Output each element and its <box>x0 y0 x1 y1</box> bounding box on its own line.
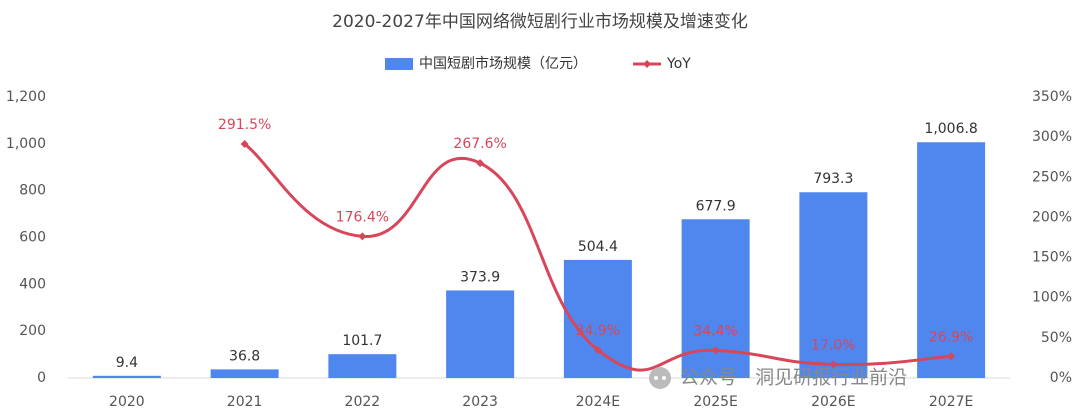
y2-tick-label: 350% <box>1032 89 1072 105</box>
line-value-label: 17.0% <box>811 337 855 353</box>
bar-value-label: 9.4 <box>116 355 138 371</box>
y2-tick-label: 200% <box>1032 209 1072 225</box>
x-tick-label: 2026E <box>811 394 855 410</box>
bar-value-label: 101.7 <box>342 333 382 349</box>
bar-value-label: 36.8 <box>229 348 260 364</box>
y2-tick-label: 150% <box>1032 250 1072 266</box>
y-tick-label: 400 <box>19 276 46 292</box>
line-marker <box>829 360 838 369</box>
x-tick-label: 2027E <box>929 394 973 410</box>
bar <box>210 369 279 378</box>
line-marker <box>476 159 485 168</box>
line-value-label: 267.6% <box>453 136 506 152</box>
x-tick-label: 2022 <box>345 394 381 410</box>
bar <box>92 375 161 378</box>
watermark-icon <box>649 367 671 389</box>
x-tick-label: 2023 <box>462 394 498 410</box>
bar <box>328 354 397 378</box>
y2-tick-label: 250% <box>1032 169 1072 185</box>
y-tick-label: 600 <box>19 230 46 246</box>
y-tick-label: 1,000 <box>6 136 46 152</box>
line-marker <box>947 352 956 361</box>
x-tick-label: 2021 <box>227 394 263 410</box>
line-value-label: 26.9% <box>929 329 973 345</box>
line-value-label: 176.4% <box>336 209 389 225</box>
y-tick-label: 800 <box>19 183 46 199</box>
line-marker <box>593 345 602 354</box>
y2-tick-label: 100% <box>1032 290 1072 306</box>
bar <box>799 192 868 378</box>
bar <box>563 259 632 378</box>
bar-value-label: 1,006.8 <box>924 121 977 137</box>
bar-value-label: 793.3 <box>813 171 853 187</box>
chart-title: 2020-2027年中国网络微短剧行业市场规模及增速变化 <box>332 12 748 32</box>
y-tick-label: 200 <box>19 323 46 339</box>
bar-value-label: 504.4 <box>578 239 618 255</box>
y2-tick-label: 50% <box>1041 330 1072 346</box>
y-tick-label: 1,200 <box>6 89 46 105</box>
watermark: 公众号 · 洞见研报行业前沿 <box>680 367 907 389</box>
x-tick-label: 2024E <box>576 394 620 410</box>
line-value-label: 34.9% <box>576 323 620 339</box>
bar <box>917 142 986 378</box>
y2-tick-label: 0% <box>1050 370 1072 386</box>
line-marker <box>240 139 249 148</box>
x-tick-label: 2020 <box>109 394 145 410</box>
line-value-label: 34.4% <box>693 323 737 339</box>
x-tick-label: 2025E <box>693 394 737 410</box>
legend-swatch-marker <box>643 60 651 68</box>
line-marker <box>358 232 367 241</box>
y-tick-label: 0 <box>37 370 46 386</box>
y2-tick-label: 300% <box>1032 129 1072 145</box>
bar <box>446 290 515 378</box>
line-marker <box>711 346 720 355</box>
legend-label: 中国短剧市场规模（亿元） <box>419 55 587 72</box>
line-value-label: 291.5% <box>218 117 271 133</box>
legend-label: YoY <box>666 56 691 72</box>
bar-value-label: 373.9 <box>460 269 500 285</box>
legend-swatch <box>385 58 413 70</box>
bar-value-label: 677.9 <box>696 198 736 214</box>
